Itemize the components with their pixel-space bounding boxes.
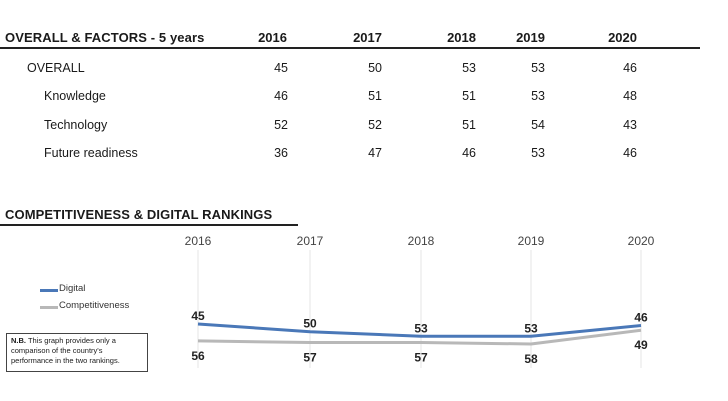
- chart-title-rule: [0, 224, 298, 226]
- legend-label-digital: Digital: [59, 283, 86, 294]
- year-header: 2018: [447, 30, 476, 45]
- table-cell: 52: [368, 118, 382, 132]
- table-cell: 53: [531, 146, 545, 160]
- table-cell: 53: [462, 61, 476, 75]
- table-cell: 51: [462, 89, 476, 103]
- x-tick-label: 2017: [297, 234, 324, 248]
- data-label: 58: [524, 352, 538, 366]
- row-label-technology: Technology: [44, 118, 108, 132]
- data-label: 57: [414, 351, 428, 365]
- data-label: 50: [303, 317, 317, 331]
- table-cell: 51: [462, 118, 476, 132]
- table-cell: 53: [531, 61, 545, 75]
- data-label: 53: [524, 321, 538, 335]
- row-label-overall: OVERALL: [27, 61, 85, 75]
- x-tick-label: 2019: [518, 234, 545, 248]
- table-cell: 45: [274, 61, 288, 75]
- note-text: This graph provides only a comparison of…: [11, 336, 120, 365]
- data-label: 46: [634, 311, 648, 325]
- table-cell: 47: [368, 146, 382, 160]
- table-cell: 46: [623, 61, 637, 75]
- table-title-rule: [0, 47, 700, 49]
- table-title: OVERALL & FACTORS - 5 years: [5, 30, 205, 45]
- note-box: N.B. This graph provides only a comparis…: [6, 333, 148, 372]
- x-tick-label: 2016: [185, 234, 212, 248]
- table-cell: 48: [623, 89, 637, 103]
- series-line-digital: [197, 322, 642, 338]
- legend-swatch-digital: [40, 289, 58, 292]
- legend-swatch-competitiveness: [40, 306, 58, 309]
- table-cell: 52: [274, 118, 288, 132]
- data-label: 56: [191, 349, 205, 363]
- table-cell: 53: [531, 89, 545, 103]
- year-header: 2020: [608, 30, 637, 45]
- data-label: 45: [191, 309, 205, 323]
- year-header: 2016: [258, 30, 287, 45]
- table-cell: 46: [274, 89, 288, 103]
- row-label-knowledge: Knowledge: [44, 89, 106, 103]
- table-cell: 54: [531, 118, 545, 132]
- data-label: 57: [303, 351, 317, 365]
- row-label-future-readiness: Future readiness: [44, 146, 138, 160]
- data-label: 49: [634, 338, 648, 352]
- series-line-competitiveness: [197, 328, 642, 346]
- x-tick-label: 2020: [628, 234, 655, 248]
- table-cell: 51: [368, 89, 382, 103]
- note-bold: N.B.: [11, 336, 26, 345]
- x-tick-label: 2018: [408, 234, 435, 248]
- table-cell: 36: [274, 146, 288, 160]
- year-header: 2019: [516, 30, 545, 45]
- year-header: 2017: [353, 30, 382, 45]
- rankings-line-chart: 2016 2017 2018 2019 2020 45 50 53 53 46 56 57 57 58 49: [185, 234, 655, 368]
- table-cell: 46: [623, 146, 637, 160]
- table-cell: 46: [462, 146, 476, 160]
- table-cell: 50: [368, 61, 382, 75]
- chart-title: COMPETITIVENESS & DIGITAL RANKINGS: [5, 207, 273, 222]
- legend-label-competitiveness: Competitiveness: [59, 300, 130, 311]
- table-cell: 43: [623, 118, 637, 132]
- data-label: 53: [414, 321, 428, 335]
